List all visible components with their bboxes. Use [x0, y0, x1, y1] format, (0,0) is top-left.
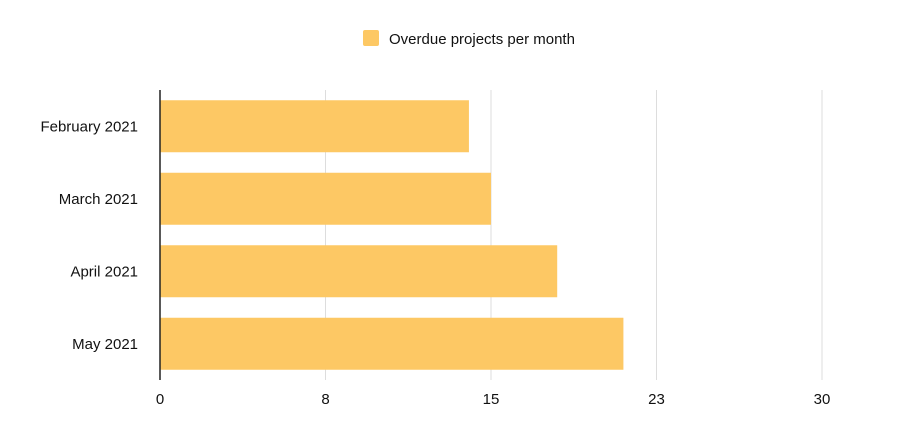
bars	[160, 100, 624, 370]
category-label-4: May 2021	[72, 336, 138, 353]
x-tick-label-4: 30	[814, 391, 831, 408]
x-tick-label-0: 0	[156, 391, 164, 408]
legend: Overdue projects per month	[363, 30, 575, 48]
x-tick-label-3: 23	[648, 391, 665, 408]
bar-3	[160, 245, 558, 298]
legend-swatch	[363, 30, 379, 46]
x-tick-label-2: 15	[483, 391, 500, 408]
category-label-3: April 2021	[70, 263, 138, 280]
legend-label: Overdue projects per month	[389, 31, 575, 48]
category-label-1: February 2021	[40, 118, 138, 135]
bar-2	[160, 172, 491, 225]
bar-1	[160, 100, 469, 153]
bar-4	[160, 317, 624, 370]
x-tick-label-1: 8	[321, 391, 329, 408]
category-label-2: March 2021	[59, 191, 138, 208]
category-labels: February 2021 March 2021 April 2021 May 202…	[40, 118, 138, 353]
x-tick-labels: 0 8 15 23 30	[156, 391, 831, 408]
